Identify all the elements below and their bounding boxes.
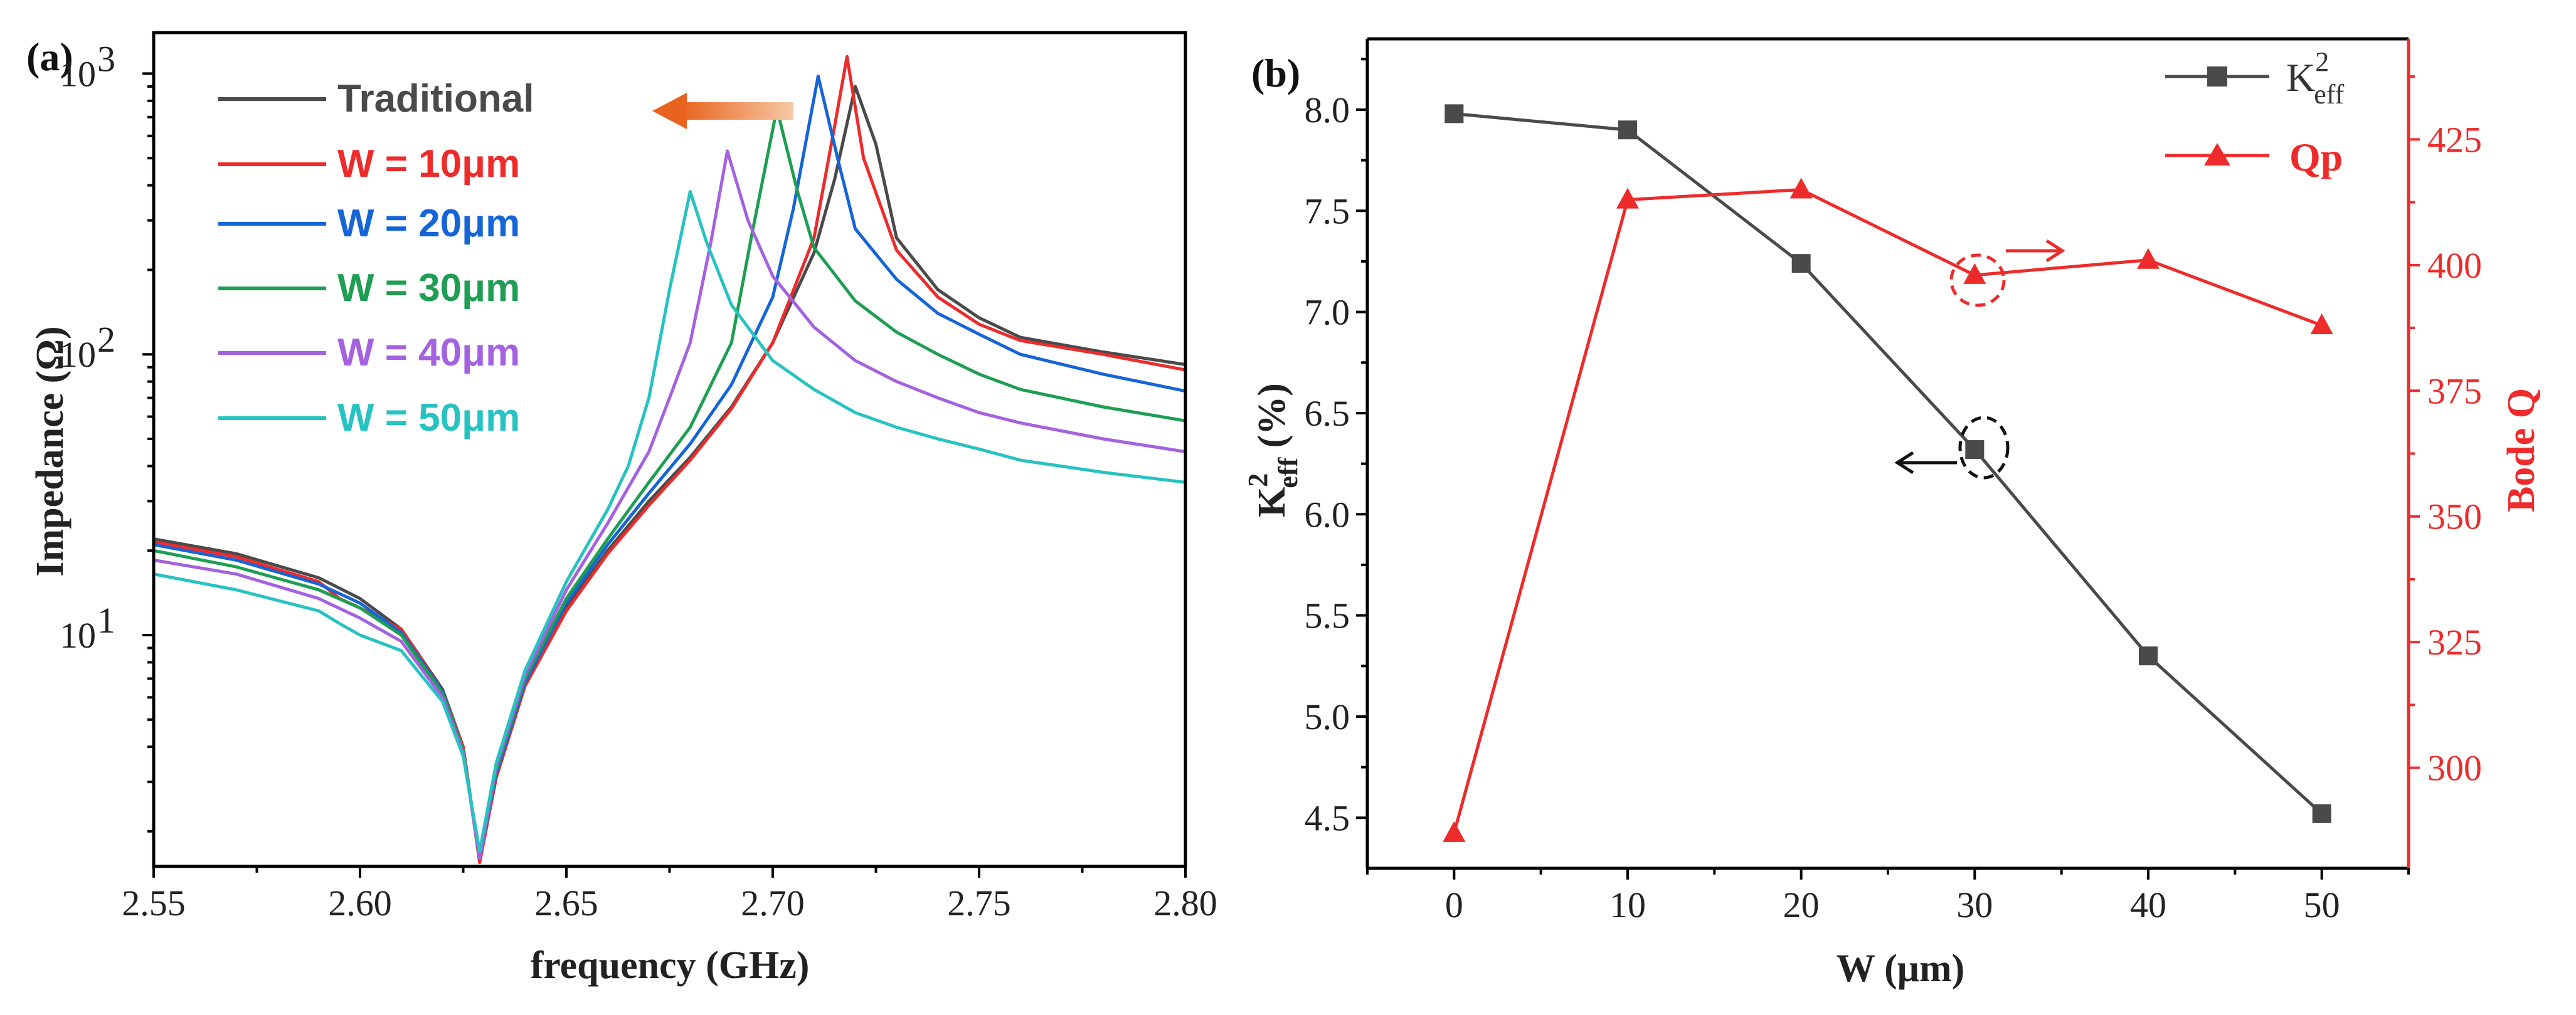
panel-b-y-tick-label: 6.5 <box>1305 393 1350 434</box>
legend-marker-square <box>2207 66 2227 87</box>
panel-b-qp-marker <box>1616 187 1639 209</box>
panel-b-y-title-sup: 2 <box>1243 473 1273 487</box>
legend-label-keff: K2 eff <box>2286 46 2345 110</box>
panel-b-keff-marker <box>1618 120 1637 140</box>
legend-label-w40: W = 40μm <box>337 331 520 374</box>
panel-b-qp-marker <box>1789 177 1813 199</box>
panel-b-keff-marker <box>2312 804 2331 823</box>
panel-b-y-tick-label: 7.5 <box>1305 191 1350 231</box>
annotation-q-circle <box>1949 239 2065 307</box>
panel-b-keff-marker <box>1791 254 1811 273</box>
panel-b-y2-tick-label: 400 <box>2427 245 2482 286</box>
panel-b-qp-marker <box>2137 248 2160 269</box>
panel-b-y-tick-label: 4.5 <box>1305 797 1350 838</box>
panel-b-series-line-0 <box>1454 112 2323 815</box>
legend-keff-base: K <box>2286 55 2315 100</box>
panel-a-x-tick-label: 2.60 <box>328 883 392 923</box>
panel-a-x-tick-label: 2.70 <box>741 883 805 923</box>
panel-a-x-tick-label: 2.75 <box>947 883 1011 923</box>
panel-b-x-tick-label: 40 <box>2130 885 2166 925</box>
legend-label-traditional: Traditional <box>337 77 534 120</box>
panel-b-x-tick-label: 50 <box>2304 885 2340 925</box>
legend-keff-sub: eff <box>2314 79 2344 110</box>
panel-b-keff-marker <box>2139 646 2158 666</box>
panel-b-y-tick-label: 7.0 <box>1305 292 1350 333</box>
panel-b-x-tick-label: 20 <box>1783 885 1820 925</box>
panel-a-plot-frame <box>152 31 1187 868</box>
panel-a-series-group <box>153 55 1186 865</box>
panel-a-label: (a) <box>26 34 73 79</box>
panel-b-x-axis-title: W (μm) <box>1837 947 1964 990</box>
panel-a-y-tick-label: 10 <box>60 615 96 656</box>
panel-a-y-tick-exponent: 3 <box>97 38 115 79</box>
legend-label-w30: W = 30μm <box>337 266 520 310</box>
panel-a-series-line-4 <box>153 149 1186 860</box>
panel-b-qp-marker <box>1963 263 1986 284</box>
annotation-keff-circle <box>1894 416 2010 480</box>
panel-a-x-tick-label: 2.65 <box>534 883 598 923</box>
legend-label-w20: W = 20μm <box>337 202 520 245</box>
panel-a-y-tick-label: 10 <box>60 334 96 375</box>
panel-b-y-title-rest: (%) <box>1251 383 1293 458</box>
panel-b-y-axis-title: K2eff (%) <box>1243 383 1303 517</box>
panel-b-y2-tick-label: 300 <box>2427 748 2482 789</box>
panel-a-series-line-5 <box>153 190 1186 853</box>
panel-b-y-tick-label: 6.0 <box>1305 494 1350 535</box>
shift-arrow-icon <box>652 93 793 129</box>
panel-a-series-line-1 <box>153 55 1186 865</box>
panel-b-series-line-1 <box>1452 188 2323 834</box>
panel-b-y2-tick-label: 325 <box>2427 622 2482 663</box>
panel-b-y-tick-label: 5.5 <box>1305 596 1350 636</box>
panel-b-x-tick-label: 0 <box>1445 885 1463 925</box>
legend-keff-sup: 2 <box>2315 46 2329 77</box>
panel-a-y-tick-exponent: 1 <box>97 600 115 641</box>
panel-b-y-tick-label: 8.0 <box>1305 90 1350 130</box>
panel-b-y2-tick-label: 425 <box>2427 119 2482 160</box>
panel-a-x-tick-label: 2.55 <box>122 883 186 923</box>
panel-b-keff-marker <box>1444 104 1464 124</box>
panel-a-series-line-0 <box>153 85 1186 865</box>
panel-a-y-tick-exponent: 2 <box>97 319 115 360</box>
panel-a-y-tick-label: 10 <box>60 53 96 94</box>
panel-b-keff-marker <box>1965 440 1985 460</box>
legend-marker-triangle <box>2204 143 2230 166</box>
panel-a-series-line-3 <box>153 107 1186 860</box>
panel-b-ticks: 0 10 20 30 40 50 4.5 5.0 5.5 6.0 6.5 7.0 7.5 8.0 300 32… <box>1305 58 2482 925</box>
panel-b-qp-marker <box>1443 821 1466 842</box>
panel-a-x-tick-label: 2.80 <box>1153 883 1217 923</box>
panel-b-x-tick-label: 30 <box>1956 885 1993 925</box>
legend-label-w10: W = 10μm <box>337 142 520 186</box>
panel-b-label: (b) <box>1251 51 1300 95</box>
panel-b-y-title-sub: eff <box>1273 457 1303 488</box>
panel-b-y2-tick-label: 375 <box>2427 371 2482 411</box>
panel-a-series-line-2 <box>153 74 1186 860</box>
panel-a-legend: Traditional W = 10μm W = 20μm W = 30μm W… <box>218 77 534 439</box>
panel-a-x-axis-title: frequency (GHz) <box>531 944 810 987</box>
panel-b-y-title-base: K <box>1251 487 1293 517</box>
panel-b-y-tick-label: 5.0 <box>1305 697 1350 737</box>
panel-a-y-axis-title: Impedance (Ω) <box>29 326 72 576</box>
panel-b-x-tick-label: 10 <box>1609 885 1646 925</box>
panel-b-qp-marker <box>2310 313 2333 335</box>
panel-b-y2-axis-title: Bode Q <box>2500 388 2543 512</box>
panel-b-y2-tick-label: 350 <box>2427 497 2482 537</box>
legend-label-qp: Qp <box>2289 135 2343 179</box>
panel-b-legend: K2 eff Qp <box>2165 46 2345 179</box>
panel-b-keff-q-chart: (b) 0 10 20 30 40 50 4.5 5.0 5.5 6.0 6.5 7.0 7.5 8.0 3… <box>1243 37 2543 990</box>
panel-b-series-group <box>1443 104 2333 842</box>
legend-label-w50: W = 50μm <box>337 396 520 439</box>
